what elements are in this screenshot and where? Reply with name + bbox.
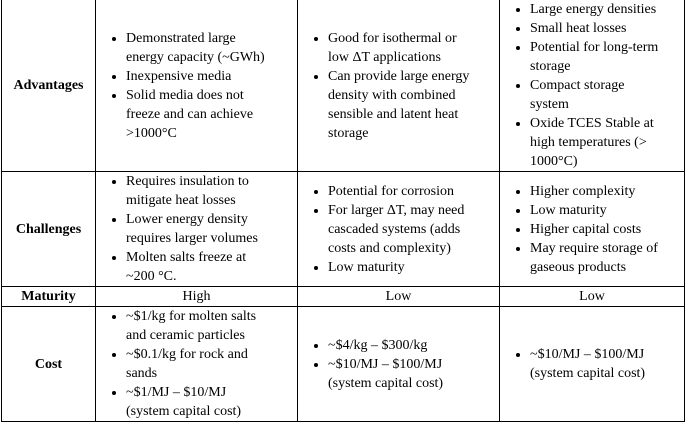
- bullet-list: Higher complexityLow maturityHigher capi…: [503, 182, 681, 277]
- bullet-item: ~$1/MJ – $10/MJ (system capital cost): [126, 383, 294, 421]
- bullet-list: Large energy densitiesSmall heat lossesP…: [503, 0, 681, 171]
- bullet-item: Requires insulation to mitigate heat los…: [126, 172, 294, 210]
- bullet-list: Good for isothermal or low ΔT applicatio…: [301, 29, 496, 143]
- bullet-item: Demonstrated large energy capacity (~GWh…: [126, 29, 294, 67]
- bullet-item: Higher capital costs: [530, 220, 681, 239]
- table-cell: Demonstrated large energy capacity (~GWh…: [95, 0, 298, 172]
- row-label: Cost: [1, 306, 96, 422]
- bullet-item: Solid media does not freeze and can achi…: [126, 86, 294, 143]
- bullet-item: ~$0.1/kg for rock and sands: [126, 345, 294, 383]
- row-label: Challenges: [1, 171, 96, 287]
- table-cell: ~$1/kg for molten salts and ceramic part…: [95, 306, 298, 422]
- bullet-item: Lower energy density requires larger vol…: [126, 210, 294, 248]
- bullet-item: ~$10/MJ – $100/MJ (system capital cost): [530, 345, 681, 383]
- bullet-list: ~$10/MJ – $100/MJ (system capital cost): [503, 345, 681, 383]
- row-label: Advantages: [1, 0, 96, 172]
- bullet-item: Good for isothermal or low ΔT applicatio…: [328, 29, 496, 67]
- table-row-challenges: Challenges Requires insulation to mitigat…: [1, 171, 685, 287]
- bullet-item: Molten salts freeze at ~200 °C.: [126, 248, 294, 286]
- bullet-item: Large energy densities: [530, 0, 681, 19]
- table-row-advantages: Advantages Demonstrated large energy capa…: [1, 0, 685, 172]
- bullet-list: ~$4/kg – $300/kg~$10/MJ – $100/MJ (syste…: [301, 336, 496, 393]
- bullet-list: Requires insulation to mitigate heat los…: [99, 172, 294, 286]
- row-label: Maturity: [1, 286, 96, 307]
- bullet-item: Potential for corrosion: [328, 182, 496, 201]
- maturity-value: Low: [499, 286, 685, 307]
- table-row-maturity: Maturity High Low Low: [1, 286, 685, 307]
- bullet-item: ~$4/kg – $300/kg: [328, 336, 496, 355]
- table-row-cost: Cost ~$1/kg for molten salts and ceramic …: [1, 306, 685, 422]
- table-cell: Potential for corrosionFor larger ΔT, ma…: [297, 171, 500, 287]
- table-cell: Higher complexityLow maturityHigher capi…: [499, 171, 685, 287]
- table-cell: ~$10/MJ – $100/MJ (system capital cost): [499, 306, 685, 422]
- bullet-item: May require storage of gaseous products: [530, 239, 681, 277]
- bullet-list: Potential for corrosionFor larger ΔT, ma…: [301, 182, 496, 277]
- maturity-value: Low: [297, 286, 500, 307]
- bullet-item: Can provide large energy density with co…: [328, 67, 496, 143]
- bullet-item: Small heat losses: [530, 19, 681, 38]
- bullet-list: ~$1/kg for molten salts and ceramic part…: [99, 307, 294, 421]
- table-cell: Requires insulation to mitigate heat los…: [95, 171, 298, 287]
- bullet-item: Low maturity: [328, 258, 496, 277]
- bullet-item: For larger ΔT, may need cascaded systems…: [328, 201, 496, 258]
- bullet-item: Inexpensive media: [126, 67, 294, 86]
- bullet-list: Demonstrated large energy capacity (~GWh…: [99, 29, 294, 143]
- maturity-value: High: [95, 286, 298, 307]
- table-cell: ~$4/kg – $300/kg~$10/MJ – $100/MJ (syste…: [297, 306, 500, 422]
- table-cell: Large energy densitiesSmall heat lossesP…: [499, 0, 685, 172]
- table-cell: Good for isothermal or low ΔT applicatio…: [297, 0, 500, 172]
- bullet-item: Oxide TCES Stable at high temperatures (…: [530, 114, 681, 171]
- bullet-item: ~$1/kg for molten salts and ceramic part…: [126, 307, 294, 345]
- bullet-item: Potential for long-term storage: [530, 38, 681, 76]
- bullet-item: ~$10/MJ – $100/MJ (system capital cost): [328, 355, 496, 393]
- bullet-item: Higher complexity: [530, 182, 681, 201]
- bullet-item: Compact storage system: [530, 76, 681, 114]
- bullet-item: Low maturity: [530, 201, 681, 220]
